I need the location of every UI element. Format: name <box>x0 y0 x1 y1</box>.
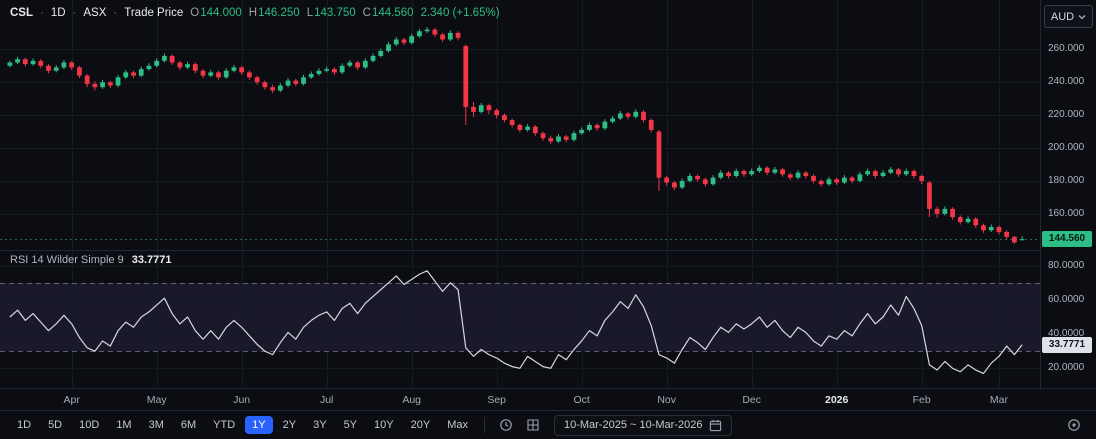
exchange-label: ASX <box>83 7 107 19</box>
high-value: H146.250 <box>248 7 300 19</box>
rsi-legend: RSI 14 Wilder Simple 9 33.7771 <box>10 254 171 266</box>
grid-icon <box>527 419 539 431</box>
bottom-toolbar: 1D 5D 10D 1M 3M 6M YTD 1Y 2Y 3Y 5Y 10Y 20Y Max 10-Mar… <box>0 410 1096 439</box>
time-axis-label-aug: Aug <box>402 394 422 406</box>
date-range-text: 10-Mar-2025 ~ 10-Mar-2026 <box>563 419 703 431</box>
range-20y-button[interactable]: 20Y <box>404 416 438 434</box>
close-letter: C <box>362 7 371 19</box>
candlestick-chart-canvas[interactable] <box>0 0 1040 388</box>
symbol-name[interactable]: CSL <box>10 7 33 19</box>
low-letter: L <box>306 7 314 19</box>
chart-area[interactable]: CSL · 1D · ASX · Trade Price O144.000 H1… <box>0 0 1040 388</box>
series-type-label: Trade Price <box>124 7 184 19</box>
date-range-picker[interactable]: 10-Mar-2025 ~ 10-Mar-2026 <box>553 414 733 436</box>
price-tick-label: 220.000 <box>1048 109 1085 121</box>
range-max-button[interactable]: Max <box>440 416 475 434</box>
time-axis-label-nov: Nov <box>657 394 677 406</box>
time-axis-label-feb: Feb <box>912 394 931 406</box>
range-1d-button[interactable]: 1D <box>10 416 38 434</box>
range-10y-button[interactable]: 10Y <box>367 416 401 434</box>
price-axis[interactable]: AUD 260.000 240.000 220.000 200.000 180.000 1… <box>1040 0 1096 388</box>
range-5y-button[interactable]: 5Y <box>337 416 364 434</box>
range-3m-button[interactable]: 3M <box>142 416 171 434</box>
rsi-tick-label: 60.0000 <box>1048 293 1085 305</box>
time-axis-label-mar: Mar <box>989 394 1008 406</box>
time-axis-label-dec: Dec <box>742 394 762 406</box>
range-buttons: 1D 5D 10D 1M 3M 6M YTD 1Y 2Y 3Y 5Y 10Y 20Y Max <box>10 416 475 434</box>
rsi-tick-label: 20.0000 <box>1048 362 1085 374</box>
close-value: C144.560 <box>362 7 414 19</box>
time-axis[interactable]: Apr May Jun Jul Aug Sep Oct Nov Dec 2026 Feb Mar <box>0 388 1096 410</box>
price-tick-label: 160.000 <box>1048 207 1085 219</box>
legend-separator: · <box>113 7 118 19</box>
range-3y-button[interactable]: 3Y <box>306 416 333 434</box>
high-letter: H <box>248 7 258 19</box>
price-tick-label: 240.000 <box>1048 76 1085 88</box>
range-2y-button[interactable]: 2Y <box>276 416 303 434</box>
price-tick-label: 180.000 <box>1048 174 1085 186</box>
range-1m-button[interactable]: 1M <box>109 416 138 434</box>
time-axis-label-sep: Sep <box>487 394 507 406</box>
open-letter: O <box>190 7 200 19</box>
open-value: O144.000 <box>190 7 242 19</box>
legend-separator: · <box>40 7 44 19</box>
time-axis-label-may: May <box>146 394 167 406</box>
range-10d-button[interactable]: 10D <box>72 416 106 434</box>
clock-button[interactable] <box>494 415 518 435</box>
price-tick-label: 260.000 <box>1048 43 1085 55</box>
time-axis-label-apr: Apr <box>63 394 80 406</box>
interval-label[interactable]: 1D <box>50 7 66 19</box>
price-tick-label: 200.000 <box>1048 142 1085 154</box>
clock-icon <box>500 419 512 431</box>
target-icon <box>1068 419 1080 431</box>
range-5d-button[interactable]: 5D <box>41 416 69 434</box>
rsi-current-value: 33.7771 <box>131 254 172 266</box>
grid-layout-button[interactable] <box>521 415 545 435</box>
currency-selector[interactable]: AUD <box>1044 5 1093 28</box>
range-6m-button[interactable]: 6M <box>174 416 203 434</box>
calendar-icon <box>710 419 722 431</box>
legend-separator: · <box>72 7 77 19</box>
rsi-last-value-label: 33.7771 <box>1042 336 1092 353</box>
symbol-legend: CSL · 1D · ASX · Trade Price O144.000 H1… <box>10 7 500 19</box>
low-value: L143.750 <box>306 7 356 19</box>
time-axis-label-jun: Jun <box>233 394 251 406</box>
target-button[interactable] <box>1062 415 1086 435</box>
rsi-tick-label: 40.0000 <box>1048 328 1085 340</box>
last-price-label: 144.560 <box>1042 231 1092 248</box>
time-axis-label-2026: 2026 <box>824 394 849 406</box>
rsi-tick-label: 80.0000 <box>1048 259 1085 271</box>
chevron-down-icon <box>1078 14 1086 19</box>
change-value: 2.340 (+1.65%) <box>420 7 500 19</box>
rsi-title[interactable]: RSI 14 Wilder Simple 9 <box>10 254 124 266</box>
currency-label: AUD <box>1050 10 1075 23</box>
range-1y-button[interactable]: 1Y <box>245 416 273 434</box>
range-ytd-button[interactable]: YTD <box>206 416 242 434</box>
time-axis-label-jul: Jul <box>319 394 334 406</box>
toolbar-divider <box>483 417 485 433</box>
time-axis-label-oct: Oct <box>573 394 590 406</box>
